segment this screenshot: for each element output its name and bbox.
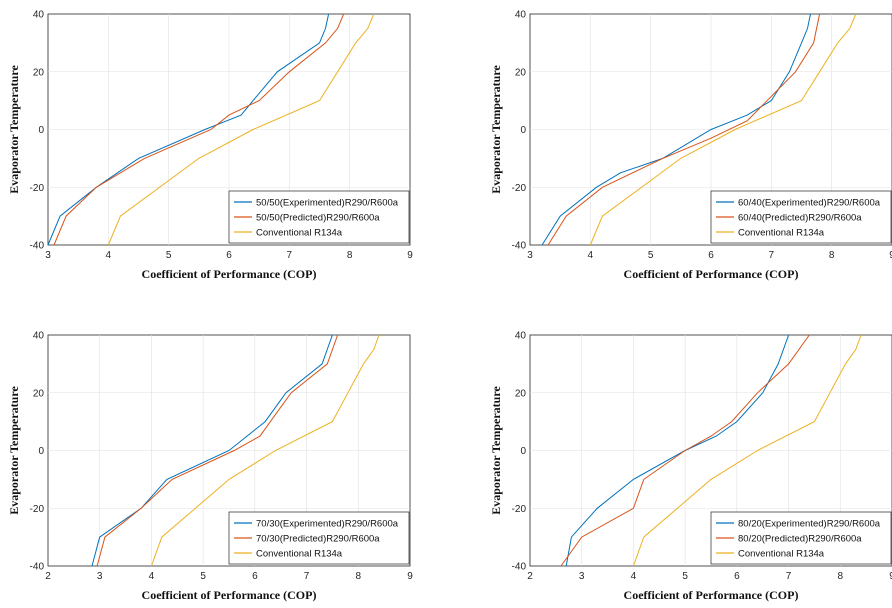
x-tick-label: 5 [648,250,654,261]
y-tick-label: 40 [515,10,527,21]
x-tick-label: 7 [287,250,293,261]
x-tick-label: 6 [708,250,714,261]
chart-panel-1: 3 4 5 6 7 8 9 -40 -20 0 20 40 50/50(Experimented)R29… [7,10,413,282]
y-axis-label: Evaporator Temperature [7,386,21,515]
legend-box [228,190,410,244]
legend-box [228,511,410,565]
x-tick-label: 3 [527,250,533,261]
y-tick-label: -40 [30,241,45,252]
chart-panel-3: 2 3 4 5 6 7 8 9 -40 -20 0 20 40 70/30(Experimented)R2… [7,331,413,603]
y-tick-label: 0 [520,125,526,136]
series-line-3 [632,334,862,567]
series-line-1 [91,334,333,567]
y-tick-label: 40 [33,10,45,21]
x-axis-label: Coefficient of Performance (COP) [142,267,317,281]
y-tick-label: 0 [38,446,44,457]
y-tick-label: 0 [520,446,526,457]
series-line-2 [560,334,810,567]
x-tick-label: 9 [407,250,413,261]
series-line-3 [589,13,857,246]
series-line-3 [107,13,375,246]
chart-panel-4: 2 3 4 5 6 7 8 9 -40 -20 0 20 40 80/20(Experimented)R2… [489,331,892,602]
legend-entry: 60/40(Predicted)R290/R600a [738,213,862,224]
x-tick-label: 8 [838,571,844,582]
x-tick-label: 3 [579,571,585,582]
x-tick-label: 5 [166,250,172,261]
x-tick-label: 7 [769,250,775,261]
x-axis-label: Coefficient of Performance (COP) [142,588,317,602]
legend: 80/20(Experimented)R290/R600a 80/20(Predi… [710,511,892,565]
x-tick-label: 7 [786,571,792,582]
x-tick-label: 6 [226,250,232,261]
series-line-1 [541,13,811,246]
x-tick-label: 4 [631,571,637,582]
x-tick-label: 6 [734,571,740,582]
legend-entry: Conventional R134a [256,228,343,239]
y-axis-label: Evaporator Temperature [489,65,503,194]
y-axis-label: Evaporator Temperature [489,386,503,515]
series-line-1 [565,334,790,567]
ticks: 3 4 5 6 7 8 9 -40 -20 0 20 40 [512,10,892,261]
x-tick-label: 9 [889,571,892,582]
series-line-1 [47,13,330,246]
legend-entry: 80/20(Experimented)R290/R600a [738,519,881,530]
series-line-3 [150,334,380,567]
series-line-2 [96,334,339,567]
series-line-2 [53,13,345,246]
y-tick-label: -40 [512,241,527,252]
y-tick-label: -20 [512,183,527,194]
x-tick-label: 8 [829,250,835,261]
series-line-2 [547,13,821,246]
y-tick-label: 20 [515,388,527,399]
legend-entry: 50/50(Experimented)R290/R600a [256,198,399,209]
x-tick-label: 8 [347,250,353,261]
y-tick-label: 20 [515,67,527,78]
legend: 60/40(Experimented)R290/R600a 60/40(Predi… [710,190,892,244]
legend-entry: Conventional R134a [738,549,825,560]
y-tick-label: 20 [33,388,45,399]
y-axis-label: Evaporator Temperature [7,65,21,194]
chart-panel-2: 3 4 5 6 7 8 9 -40 -20 0 20 40 60/40(Experimented)R29… [489,10,892,281]
x-tick-label: 2 [45,571,51,582]
legend-box [710,511,892,565]
legend-entry: Conventional R134a [738,228,825,239]
legend-entry: 80/20(Predicted)R290/R600a [738,534,862,545]
y-tick-label: -20 [30,183,45,194]
x-tick-label: 4 [149,571,155,582]
legend-entry: 50/50(Predicted)R290/R600a [256,213,380,224]
legend-box [710,190,892,244]
y-tick-label: -20 [512,504,527,515]
y-tick-label: 40 [33,331,45,342]
legend-entry: Conventional R134a [256,549,343,560]
x-tick-label: 4 [588,250,594,261]
y-tick-label: -40 [512,562,527,573]
ticks: 2 3 4 5 6 7 8 9 -40 -20 0 20 40 [512,331,892,582]
x-tick-label: 5 [200,571,206,582]
x-tick-label: 6 [252,571,258,582]
legend-entry: 70/30(Experimented)R290/R600a [256,519,399,530]
legend: 50/50(Experimented)R290/R600a 50/50(Predi… [228,190,410,244]
legend-entry: 70/30(Predicted)R290/R600a [256,534,380,545]
x-tick-label: 9 [407,571,413,582]
x-tick-label: 5 [682,571,688,582]
legend-entry: 60/40(Experimented)R290/R600a [738,198,881,209]
x-tick-label: 7 [304,571,310,582]
y-tick-label: 40 [515,331,527,342]
x-tick-label: 8 [356,571,362,582]
y-tick-label: -40 [30,562,45,573]
legend: 70/30(Experimented)R290/R600a 70/30(Predi… [228,511,410,565]
y-tick-label: 0 [38,125,44,136]
x-tick-label: 3 [97,571,103,582]
y-tick-label: -20 [30,504,45,515]
x-tick-label: 9 [889,250,892,261]
x-tick-label: 4 [106,250,112,261]
x-tick-label: 3 [45,250,51,261]
y-tick-label: 20 [33,67,45,78]
x-axis-label: Coefficient of Performance (COP) [624,588,799,602]
x-tick-label: 2 [527,571,533,582]
x-axis-label: Coefficient of Performance (COP) [624,267,799,281]
